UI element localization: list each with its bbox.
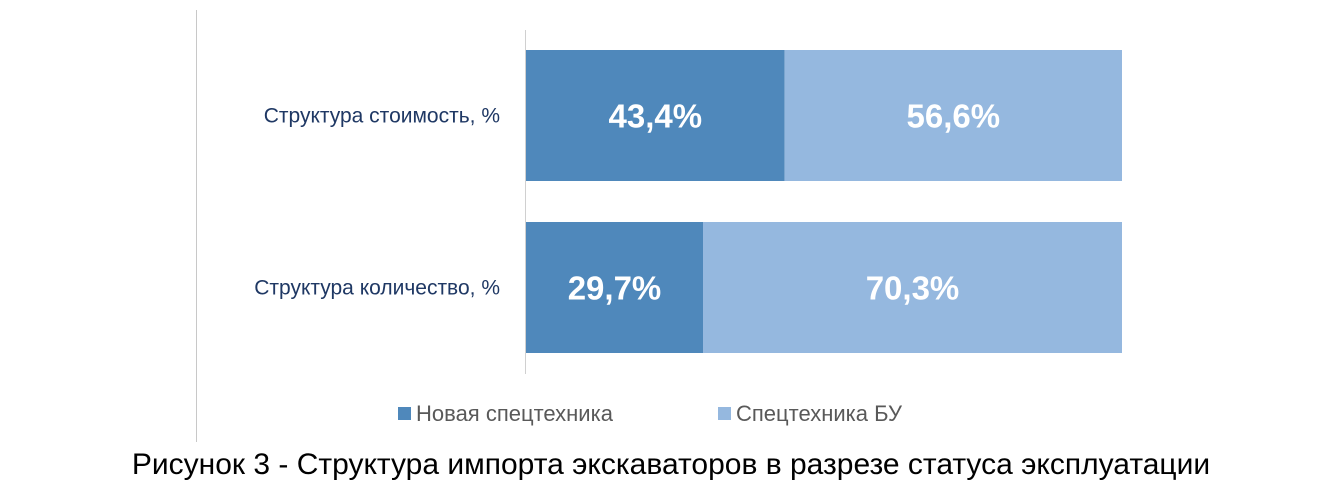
bar-segment [526, 222, 704, 353]
bar-segment [526, 50, 785, 181]
legend-label: Спецтехника БУ [736, 401, 903, 426]
stacked-bar-chart: Структура стоимость, % 43,4% 56,6% Структур… [254, 30, 1122, 426]
data-label: 29,7% [568, 270, 662, 307]
legend-label: Новая спецтехника [416, 401, 614, 426]
category-label: Структура количество, % [254, 277, 500, 300]
figure-caption: Рисунок 3 - Структура импорта экскаватор… [131, 448, 1211, 481]
bar-segment [703, 222, 1122, 353]
category-label: Структура стоимость, % [264, 105, 500, 128]
frame-border [196, 10, 197, 442]
bar-segment [784, 50, 1122, 181]
data-label: 43,4% [609, 98, 703, 135]
legend-swatch [398, 407, 411, 420]
data-label: 70,3% [866, 270, 960, 307]
data-label: 56,6% [907, 98, 1001, 135]
legend-swatch [718, 407, 731, 420]
